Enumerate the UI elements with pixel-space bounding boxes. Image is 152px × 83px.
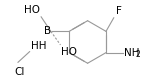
- Text: HO: HO: [24, 5, 40, 15]
- Text: HH: HH: [31, 41, 46, 51]
- Text: Cl: Cl: [14, 67, 24, 77]
- Text: NH: NH: [124, 48, 140, 58]
- Text: 2: 2: [135, 50, 140, 59]
- Text: B: B: [44, 26, 51, 36]
- Text: F: F: [116, 6, 122, 16]
- Text: HO: HO: [61, 47, 78, 57]
